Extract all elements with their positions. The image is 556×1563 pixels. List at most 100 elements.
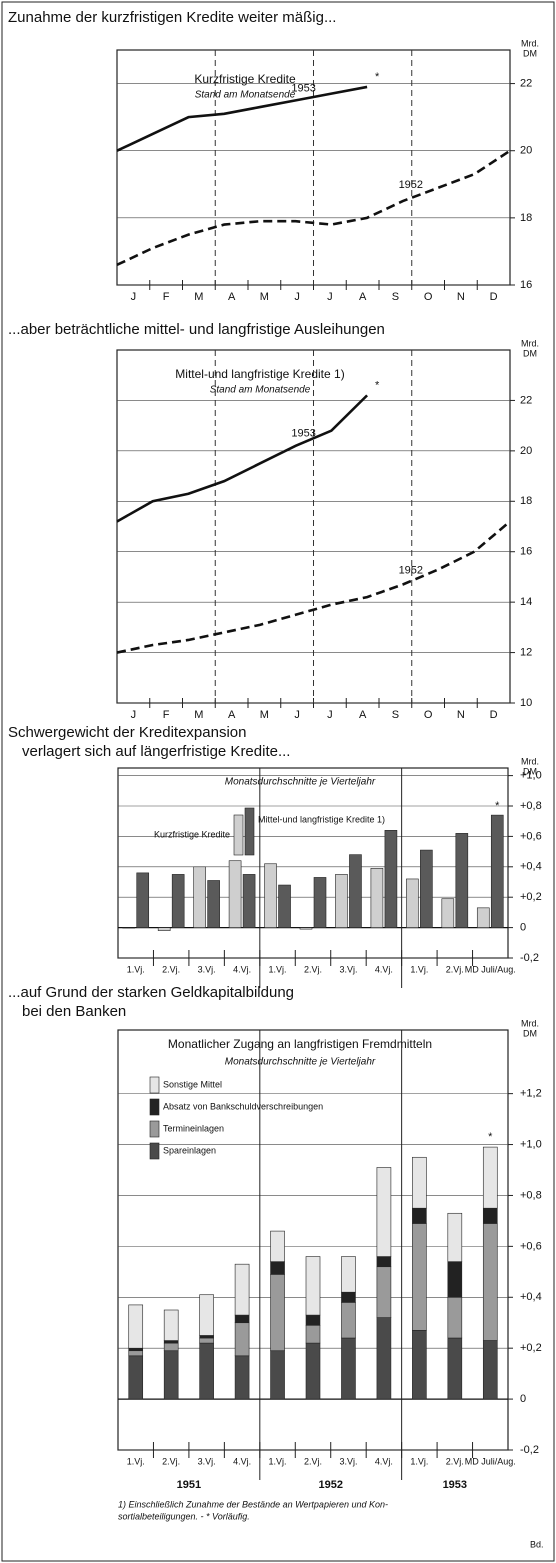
line-series (116, 394, 369, 523)
y-unit: Mrd. (521, 1018, 539, 1028)
bar-segment (376, 1317, 392, 1400)
x-tick-label: A (228, 709, 236, 721)
bar-segment (412, 1207, 427, 1224)
y-unit: DM (523, 766, 537, 776)
chart-heading: Zunahme der kurzfristigen Kredite weiter… (8, 9, 336, 26)
x-tick-label: 3.Vj. (198, 964, 216, 974)
y-tick-label: 10 (520, 697, 532, 709)
signature: Bd. (530, 1539, 544, 1549)
legend-swatch (244, 807, 255, 856)
y-tick-label: -0,2 (520, 1444, 539, 1456)
footnote: 1) Einschließlich Zunahme der Bestände a… (118, 1499, 388, 1509)
bar (264, 863, 277, 928)
legend-label: Kurzfristige Kredite (154, 829, 230, 839)
bar-segment (163, 1350, 179, 1400)
bar-segment (305, 1314, 321, 1326)
bar-segment (163, 1340, 179, 1344)
bar (278, 884, 291, 928)
legend-label: Absatz von Bankschuldverschreibungen (163, 1101, 323, 1111)
x-tick-label: M (260, 291, 269, 303)
bar-segment (412, 1156, 427, 1209)
legend-swatch (149, 1098, 160, 1116)
legend-label: Termineinlagen (163, 1123, 224, 1133)
bar (228, 860, 242, 928)
bar (171, 874, 185, 928)
bar-segment (341, 1302, 356, 1339)
bar-segment (341, 1291, 356, 1303)
x-tick-label: A (228, 291, 236, 303)
bar-segment (163, 1309, 179, 1341)
y-tick-label: 18 (520, 212, 532, 224)
legend-swatch (149, 1120, 160, 1138)
chart-heading: verlagert sich auf längerfristige Kredit… (22, 743, 290, 760)
series-label: 1952 (399, 179, 423, 191)
year-label: 1953 (443, 1479, 467, 1491)
bar-segment (412, 1330, 427, 1400)
bar (384, 830, 398, 928)
annotation: * (495, 800, 500, 812)
legend-label: Spareinlagen (163, 1145, 216, 1155)
y-unit: Mrd. (521, 338, 539, 348)
bar (370, 868, 384, 928)
bar-segment (447, 1337, 463, 1400)
bar-segment (447, 1261, 463, 1298)
x-tick-label: J (327, 291, 333, 303)
y-tick-label: 16 (520, 279, 532, 291)
bar-segment (234, 1314, 250, 1324)
x-tick-label: S (392, 709, 399, 721)
bar-segment (376, 1266, 392, 1318)
legend-label: Mittel-und langfristige Kredite 1) (258, 814, 385, 824)
x-tick-label: MD Juli/Aug. (465, 964, 516, 974)
x-tick-label: 2.Vj. (304, 1456, 322, 1466)
legend-swatch (149, 1076, 160, 1094)
bar-segment (270, 1261, 285, 1275)
bar-segment (482, 1146, 498, 1209)
y-tick-label: 12 (520, 646, 532, 658)
legend-label: Sonstige Mittel (163, 1079, 222, 1089)
x-tick-label: 1.Vj. (269, 1456, 287, 1466)
y-unit: Mrd. (521, 756, 539, 766)
y-tick-label: 20 (520, 145, 532, 157)
x-tick-label: J (294, 709, 300, 721)
y-tick-label: +0,8 (520, 800, 542, 812)
y-tick-label: +1,0 (520, 1138, 542, 1150)
panel-title: Monatlicher Zugang an langfristigen Frem… (168, 1037, 432, 1051)
panel-subtitle: Stand am Monatsende (195, 90, 296, 101)
x-tick-label: 2.Vj. (162, 1456, 180, 1466)
y-tick-label: +0,8 (520, 1189, 542, 1201)
x-tick-label: 4.Vj. (375, 1456, 393, 1466)
panel-title: Kurzfristige Kredite (194, 72, 296, 86)
x-tick-label: 2.Vj. (446, 1456, 464, 1466)
bar (193, 866, 206, 928)
annotation: * (488, 1131, 493, 1143)
bar (349, 854, 362, 928)
y-tick-label: +1,0 (520, 770, 542, 782)
y-tick-label: +0,4 (520, 1291, 542, 1303)
x-tick-label: 3.Vj. (198, 1456, 216, 1466)
bar-segment (128, 1350, 144, 1357)
panel-subtitle: Monatsdurchschnitte je Vierteljahr (225, 1057, 376, 1068)
x-tick-label: J (131, 291, 137, 303)
legend-swatch (233, 814, 244, 856)
bar-segment (270, 1274, 285, 1352)
bar-segment (482, 1340, 498, 1400)
x-tick-label: A (359, 709, 367, 721)
bar-segment (199, 1337, 214, 1344)
bar-segment (128, 1347, 144, 1352)
bar-segment (234, 1322, 250, 1357)
line-series (116, 520, 511, 654)
bar-segment (270, 1350, 285, 1400)
bar-segment (412, 1223, 427, 1331)
x-tick-label: 4.Vj. (233, 1456, 251, 1466)
bar-segment (234, 1263, 250, 1316)
y-tick-label: 14 (520, 596, 532, 608)
bar (157, 927, 171, 931)
footnote: sortialbeteiligungen. - * Vorläufig. (118, 1511, 250, 1521)
y-unit: Mrd. (521, 38, 539, 48)
bar-segment (376, 1167, 392, 1257)
panel-title: Mittel-und langfristige Kredite 1) (175, 367, 344, 381)
x-tick-label: MD Juli/Aug. (465, 1456, 516, 1466)
y-unit: DM (523, 48, 537, 58)
